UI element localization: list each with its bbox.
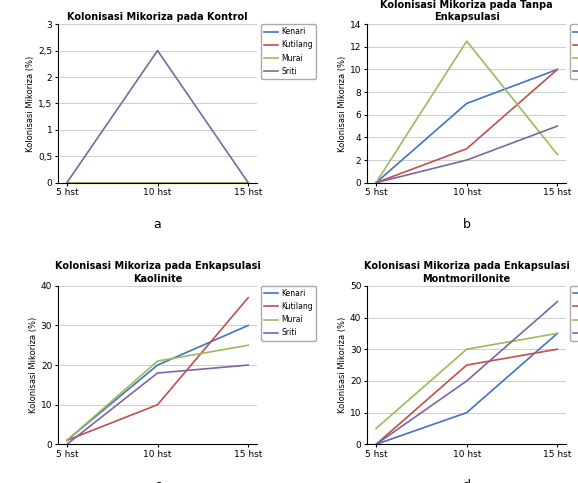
Kutilang	[154, 402, 161, 408]
Line: Sriti: Sriti	[376, 126, 557, 183]
Kenari	[463, 100, 470, 106]
Kutilang	[463, 362, 470, 368]
Sriti	[154, 370, 161, 376]
Murai	[154, 358, 161, 364]
Sriti	[244, 362, 251, 368]
Sriti	[64, 180, 71, 185]
Kutilang	[373, 180, 380, 185]
Kutilang	[373, 441, 380, 447]
Text: d: d	[463, 479, 470, 483]
Kenari	[244, 323, 251, 328]
Kenari	[463, 410, 470, 415]
Murai	[373, 426, 380, 431]
Line: Kenari: Kenari	[376, 333, 557, 444]
Text: c: c	[154, 479, 161, 483]
Title: Kolonisasi Mikoriza pada Enkapsulasi
Montmorillonite: Kolonisasi Mikoriza pada Enkapsulasi Mon…	[364, 261, 570, 284]
Kenari	[554, 330, 561, 336]
Line: Sriti: Sriti	[376, 302, 557, 444]
Sriti	[154, 48, 161, 54]
Murai	[554, 330, 561, 336]
Line: Murai: Murai	[376, 333, 557, 428]
Kutilang	[554, 67, 561, 72]
Sriti	[373, 180, 380, 185]
Y-axis label: Kolonisasi Mikoriza (%): Kolonisasi Mikoriza (%)	[29, 317, 38, 413]
Kenari	[64, 438, 71, 443]
Title: Kolonisasi Mikoriza pada Kontrol: Kolonisasi Mikoriza pada Kontrol	[67, 12, 248, 22]
Sriti	[373, 441, 380, 447]
Murai	[554, 152, 561, 157]
Sriti	[463, 378, 470, 384]
Murai	[373, 180, 380, 185]
Sriti	[554, 299, 561, 305]
Murai	[244, 342, 251, 348]
Line: Kenari: Kenari	[376, 70, 557, 183]
Title: Kolonisasi Mikoriza pada Enkapsulasi
Kaolinite: Kolonisasi Mikoriza pada Enkapsulasi Kao…	[54, 261, 261, 284]
Text: b: b	[463, 218, 470, 230]
Kutilang	[244, 180, 251, 185]
Murai	[463, 38, 470, 44]
Murai	[154, 180, 161, 185]
Text: a: a	[154, 218, 161, 230]
Kenari	[154, 362, 161, 368]
Line: Kenari: Kenari	[67, 326, 248, 440]
Line: Murai: Murai	[67, 345, 248, 440]
Kenari	[373, 441, 380, 447]
Line: Sriti: Sriti	[67, 365, 248, 444]
Kutilang	[463, 146, 470, 152]
Line: Kutilang: Kutilang	[376, 349, 557, 444]
Legend: Kenari, Kutilang, Murai, Sriti: Kenari, Kutilang, Murai, Sriti	[261, 286, 316, 341]
Legend: Kenari, Kutilang, Murai, Sriti: Kenari, Kutilang, Murai, Sriti	[570, 24, 578, 79]
Murai	[64, 180, 71, 185]
Kutilang	[154, 180, 161, 185]
Sriti	[463, 157, 470, 163]
Kenari	[154, 180, 161, 185]
Y-axis label: Kolonisasi Mikoriza (%): Kolonisasi Mikoriza (%)	[338, 56, 347, 152]
Sriti	[64, 441, 71, 447]
Sriti	[554, 123, 561, 129]
Kutilang	[64, 180, 71, 185]
Y-axis label: Kolonisasi Mikoriza (%): Kolonisasi Mikoriza (%)	[26, 56, 35, 152]
Line: Kutilang: Kutilang	[67, 298, 248, 440]
Line: Murai: Murai	[376, 41, 557, 183]
Murai	[244, 180, 251, 185]
Murai	[463, 346, 470, 352]
Legend: Kenari, Kutilang, Murai, Sriti: Kenari, Kutilang, Murai, Sriti	[570, 286, 578, 341]
Kenari	[554, 67, 561, 72]
Kenari	[64, 180, 71, 185]
Kutilang	[64, 438, 71, 443]
Kenari	[373, 180, 380, 185]
Sriti	[244, 180, 251, 185]
Murai	[64, 438, 71, 443]
Title: Kolonisasi Mikoriza pada Tanpa
Enkapsulasi: Kolonisasi Mikoriza pada Tanpa Enkapsula…	[380, 0, 553, 22]
Kenari	[244, 180, 251, 185]
Kutilang	[554, 346, 561, 352]
Line: Sriti: Sriti	[67, 51, 248, 183]
Kutilang	[244, 295, 251, 300]
Line: Kutilang: Kutilang	[376, 70, 557, 183]
Y-axis label: Kolonisasi Mikoriza (%): Kolonisasi Mikoriza (%)	[338, 317, 347, 413]
Legend: Kenari, Kutilang, Murai, Sriti: Kenari, Kutilang, Murai, Sriti	[261, 24, 316, 79]
